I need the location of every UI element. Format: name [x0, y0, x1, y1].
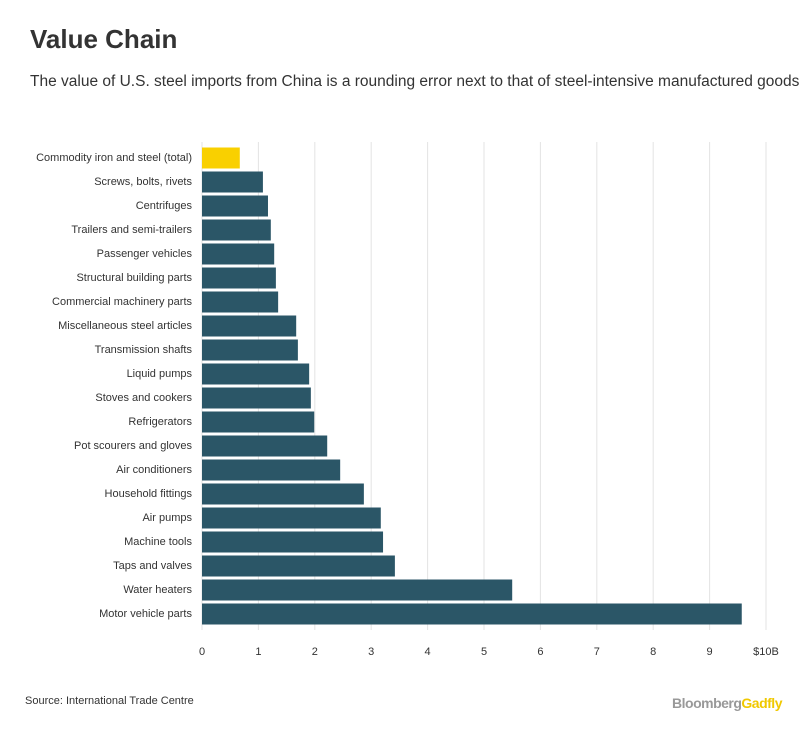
x-tick-label: 8: [650, 646, 656, 658]
x-tick-label: 1: [255, 646, 261, 658]
y-tick-label: Refrigerators: [128, 416, 192, 428]
source: Source: International Trade Centre: [25, 695, 194, 707]
y-tick-label: Water heaters: [123, 584, 192, 596]
y-tick-label: Taps and valves: [113, 560, 192, 572]
bar: [202, 291, 279, 313]
bar: [202, 483, 364, 505]
y-tick-label: Liquid pumps: [127, 368, 193, 380]
chart-subtitle: The value of U.S. steel imports from Chi…: [30, 73, 800, 90]
x-tick-label: 0: [199, 646, 205, 658]
bar: [202, 195, 268, 217]
x-tick-label: 7: [594, 646, 600, 658]
x-tick-label: 3: [368, 646, 374, 658]
x-tick-label: 4: [425, 646, 431, 658]
y-tick-label: Centrifuges: [136, 200, 193, 212]
bar: [202, 267, 276, 289]
y-tick-label: Passenger vehicles: [97, 248, 193, 260]
y-tick-label: Commercial machinery parts: [52, 296, 192, 308]
bar: [202, 603, 742, 625]
y-tick-label: Structural building parts: [76, 272, 192, 284]
bar: [202, 579, 513, 601]
bar: [202, 531, 384, 553]
x-tick-label: 6: [537, 646, 543, 658]
chart-title: Value Chain: [30, 24, 178, 54]
y-tick-label: Air pumps: [142, 512, 192, 524]
bar: [202, 171, 263, 193]
x-tick-label: 9: [707, 646, 713, 658]
bar: [202, 387, 311, 409]
x-tick-label: 5: [481, 646, 487, 658]
bar: [202, 459, 341, 481]
y-tick-label: Transmission shafts: [95, 344, 193, 356]
bar: [202, 555, 395, 577]
bar: [202, 435, 328, 457]
bar: [202, 243, 275, 265]
y-tick-label: Screws, bolts, rivets: [94, 176, 192, 188]
bar: [202, 339, 298, 361]
brand-name: Gadfly: [741, 695, 782, 711]
bar: [202, 147, 240, 169]
x-tick-label: 2: [312, 646, 318, 658]
y-tick-label: Machine tools: [124, 536, 192, 548]
bar: [202, 363, 310, 385]
y-tick-label: Miscellaneous steel articles: [58, 320, 192, 332]
bar: [202, 315, 297, 337]
y-tick-label: Stoves and cookers: [95, 392, 192, 404]
y-tick-label: Trailers and semi-trailers: [71, 224, 192, 236]
x-tick-label: $10B: [753, 646, 779, 658]
y-tick-label: Household fittings: [105, 488, 193, 500]
y-tick-label: Motor vehicle parts: [99, 608, 192, 620]
bar: [202, 411, 315, 433]
bar: [202, 219, 271, 241]
y-tick-label: Pot scourers and gloves: [74, 440, 193, 452]
brand: BloombergGadfly: [672, 695, 783, 711]
brand-name: Bloomberg: [672, 695, 741, 711]
y-tick-label: Air conditioners: [116, 464, 192, 476]
y-tick-label: Commodity iron and steel (total): [36, 152, 192, 164]
bar: [202, 507, 381, 529]
